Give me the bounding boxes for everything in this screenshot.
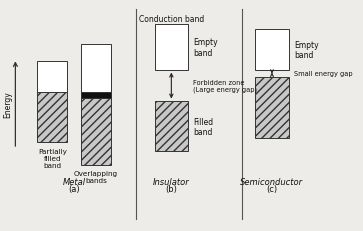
Text: Partially
filled
band: Partially filled band [38, 148, 67, 168]
Bar [81, 93, 111, 99]
Text: Empty
band: Empty band [294, 40, 318, 60]
Text: Forbidden zone
(Large energy gap): Forbidden zone (Large energy gap) [193, 79, 257, 93]
Text: Metal: Metal [62, 177, 86, 186]
Text: (b): (b) [166, 184, 177, 193]
Bar [155, 102, 188, 152]
Text: Overlapping
bands: Overlapping bands [74, 171, 118, 184]
Bar [37, 93, 68, 143]
Text: Conduction band: Conduction band [139, 15, 204, 24]
Text: Energy: Energy [4, 91, 13, 118]
Text: Insulator: Insulator [153, 177, 190, 186]
Bar [155, 25, 188, 70]
Text: (a): (a) [68, 184, 80, 193]
Text: Filled
band: Filled band [193, 117, 213, 137]
Text: Empty
band: Empty band [193, 38, 218, 58]
Text: Semiconductor: Semiconductor [240, 177, 303, 186]
Bar [81, 45, 111, 99]
Text: (c): (c) [266, 184, 278, 193]
Bar [255, 77, 289, 138]
Bar [81, 97, 111, 165]
Text: Small energy gap: Small energy gap [294, 71, 352, 77]
Bar [37, 61, 68, 93]
Bar [255, 30, 289, 70]
